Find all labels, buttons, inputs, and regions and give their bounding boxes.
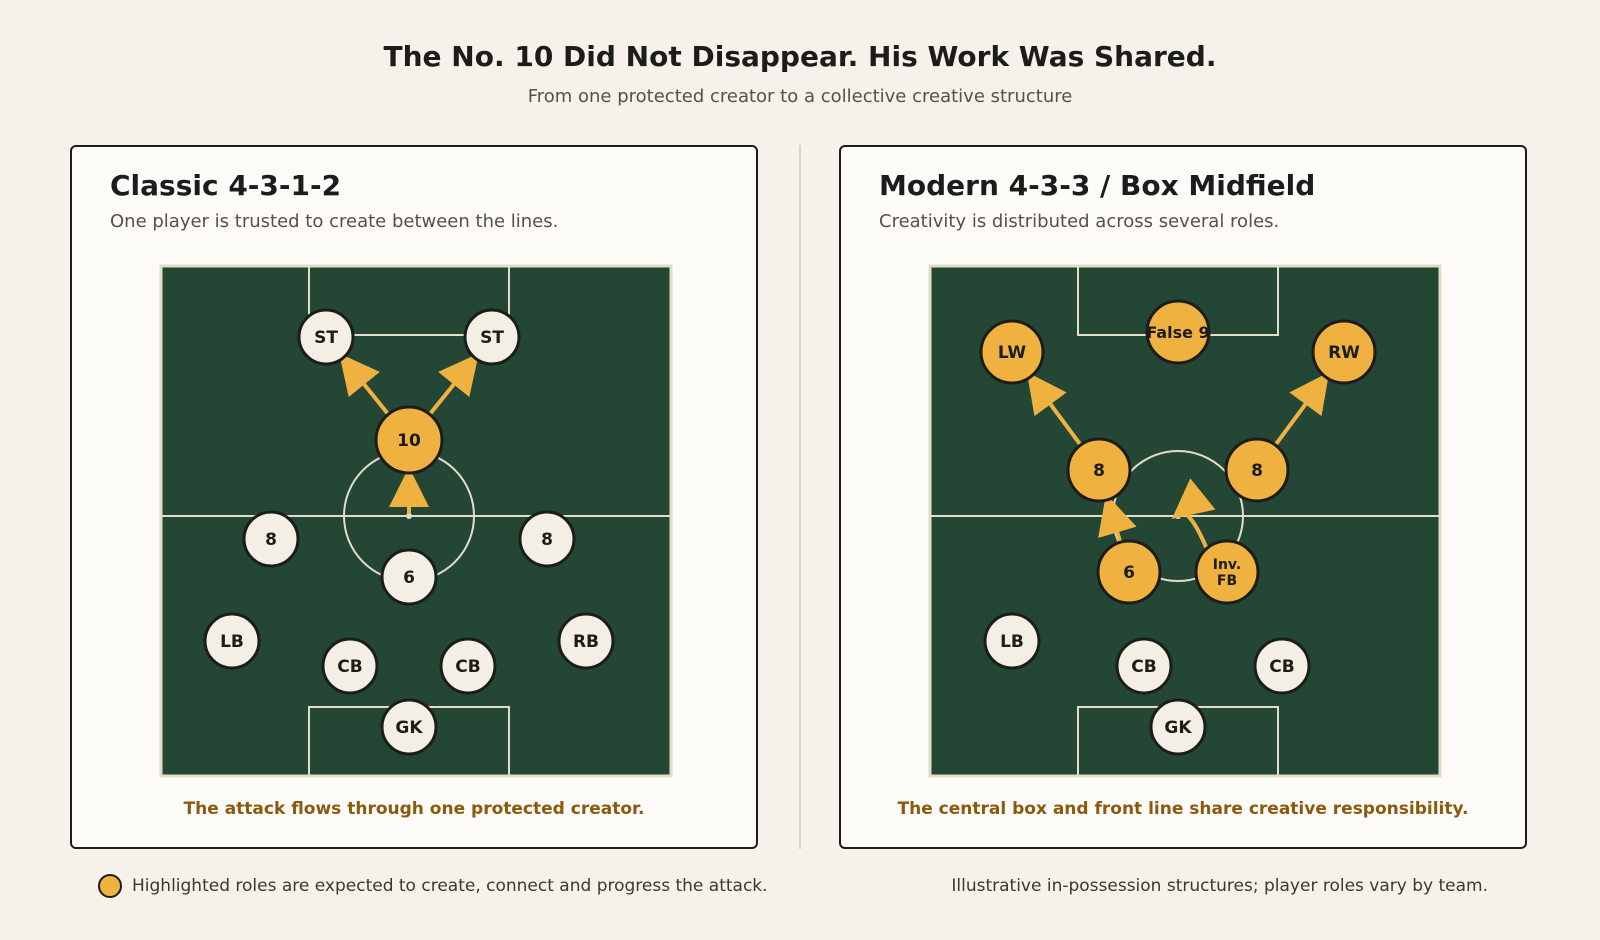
player-label: 10 xyxy=(397,431,421,451)
player-disc xyxy=(1149,698,1207,756)
player-disc xyxy=(1066,437,1132,503)
player-disc xyxy=(1194,539,1260,605)
panel-description: One player is trusted to create between … xyxy=(110,211,559,232)
pass-arrow xyxy=(1098,493,1137,542)
player-disc xyxy=(1145,299,1211,365)
pass-arrow xyxy=(1026,372,1082,446)
player-label: 6 xyxy=(1123,563,1135,583)
player-marker: 6 xyxy=(380,548,438,606)
player-marker: ST xyxy=(297,308,355,366)
player-label: ST xyxy=(314,328,338,348)
player-label: Inv. xyxy=(1213,557,1241,573)
player-disc xyxy=(518,510,576,568)
pitch-diagram-classic: ST ST 10 8 8 6 LB RB CB CB GK xyxy=(159,264,673,778)
player-disc xyxy=(203,612,261,670)
legend-text: Highlighted roles are expected to create… xyxy=(132,876,768,896)
player-label: CB xyxy=(337,657,362,677)
pitch-field xyxy=(159,264,673,778)
player-disc xyxy=(983,612,1041,670)
page-subtitle: From one protected creator to a collecti… xyxy=(527,86,1073,107)
player-label: GK xyxy=(1164,718,1192,738)
panel-title: Modern 4-3-3 / Box Midfield xyxy=(879,169,1316,202)
footnote: Illustrative in-possession structures; p… xyxy=(951,876,1488,896)
player-marker: CB xyxy=(1253,637,1311,695)
player-label: ST xyxy=(480,328,504,348)
player-marker: CB xyxy=(439,637,497,695)
player-marker: False 9 xyxy=(1145,299,1211,365)
player-label: False 9 xyxy=(1146,323,1209,342)
player-disc xyxy=(1311,319,1377,385)
panel-caption: The central box and front line share cre… xyxy=(897,799,1469,819)
pitch-diagram-modern: False 9 LW RW 8 8 6 Inv.FB LB CB CB GK xyxy=(928,264,1442,778)
player-marker: GK xyxy=(380,698,438,756)
player-marker: ST xyxy=(463,308,521,366)
player-disc xyxy=(297,308,355,366)
player-label: 8 xyxy=(265,530,277,550)
player-disc xyxy=(439,637,497,695)
player-disc xyxy=(979,319,1045,385)
player-label: 6 xyxy=(403,568,415,588)
player-marker: CB xyxy=(321,637,379,695)
player-label: CB xyxy=(1131,657,1156,677)
panel-divider xyxy=(799,145,801,849)
player-marker: LB xyxy=(983,612,1041,670)
panel-title: Classic 4-3-1-2 xyxy=(110,169,342,202)
player-disc xyxy=(1253,637,1311,695)
pass-arrow xyxy=(339,353,390,415)
player-marker: 8 xyxy=(242,510,300,568)
player-marker: Inv.FB xyxy=(1194,539,1260,605)
player-label: 8 xyxy=(1093,461,1105,481)
player-disc xyxy=(242,510,300,568)
player-disc xyxy=(380,698,438,756)
pass-arrow xyxy=(1274,372,1330,446)
player-marker: RB xyxy=(557,612,615,670)
player-marker: CB xyxy=(1115,637,1173,695)
player-marker: 10 xyxy=(374,405,444,475)
player-marker: LW xyxy=(979,319,1045,385)
player-marker: RW xyxy=(1311,319,1377,385)
player-marker: GK xyxy=(1149,698,1207,756)
panel-classic: Classic 4-3-1-2 One player is trusted to… xyxy=(70,145,758,849)
player-label: LB xyxy=(1000,632,1024,652)
legend: Highlighted roles are expected to create… xyxy=(98,872,768,900)
page-title: The No. 10 Did Not Disappear. His Work W… xyxy=(383,40,1217,73)
player-marker: LB xyxy=(203,612,261,670)
panel-modern: Modern 4-3-3 / Box Midfield Creativity i… xyxy=(839,145,1527,849)
player-label: RB xyxy=(573,632,599,652)
player-disc xyxy=(1115,637,1173,695)
player-disc xyxy=(1224,437,1290,503)
player-label: RW xyxy=(1328,343,1360,363)
player-label: LB xyxy=(220,632,244,652)
player-disc xyxy=(380,548,438,606)
player-marker: 8 xyxy=(1224,437,1290,503)
player-label: 8 xyxy=(541,530,553,550)
pass-arrow xyxy=(428,353,479,415)
player-label: 8 xyxy=(1251,461,1263,481)
player-marker: 8 xyxy=(518,510,576,568)
panel-description: Creativity is distributed across several… xyxy=(879,211,1280,232)
panel-caption: The attack flows through one protected c… xyxy=(183,799,645,819)
player-label: LW xyxy=(998,343,1027,363)
player-marker: 8 xyxy=(1066,437,1132,503)
player-disc xyxy=(463,308,521,366)
player-disc xyxy=(321,637,379,695)
player-disc xyxy=(557,612,615,670)
player-marker: 6 xyxy=(1096,539,1162,605)
highlight-swatch-icon xyxy=(98,874,122,898)
player-label: CB xyxy=(1269,657,1294,677)
player-label: CB xyxy=(455,657,480,677)
player-disc xyxy=(374,405,444,475)
pass-arrow xyxy=(1171,478,1216,549)
top-penalty-box xyxy=(308,265,510,336)
player-label: FB xyxy=(1217,573,1237,589)
player-label: GK xyxy=(395,718,423,738)
player-disc xyxy=(1096,539,1162,605)
centre-spot xyxy=(406,513,412,519)
